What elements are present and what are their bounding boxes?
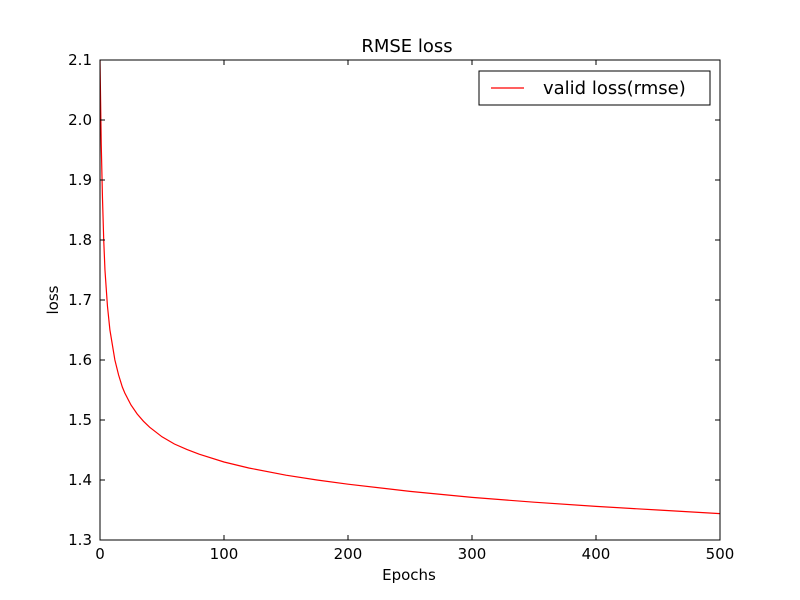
y-tick-label: 1.3	[68, 531, 92, 549]
x-tick-label: 300	[458, 545, 487, 563]
y-tick-label: 1.7	[68, 291, 92, 309]
x-tick-label: 400	[582, 545, 611, 563]
axes-frame	[99, 59, 721, 541]
y-tick-label: 2.1	[68, 51, 92, 69]
y-tick-label: 1.8	[68, 231, 92, 249]
legend: valid loss(rmse)	[478, 70, 711, 106]
y-axis-label: loss	[44, 285, 62, 314]
x-tick-label: 100	[210, 545, 239, 563]
x-tick-label: 500	[706, 545, 735, 563]
series-line-0	[100, 60, 720, 515]
x-axis-label: Epochs	[382, 566, 436, 584]
legend-label: valid loss(rmse)	[543, 78, 686, 99]
axes: 0 100 200 300 400 500 1.3 1.4 1.5 1.6 1.7 1.8 1.9 2.0…	[68, 51, 734, 563]
y-tick-label: 2.0	[68, 111, 92, 129]
y-tick-label: 1.4	[68, 471, 92, 489]
y-tick-label: 1.9	[68, 171, 92, 189]
x-tick-label: 0	[95, 545, 105, 563]
x-tick-label: 200	[334, 545, 363, 563]
y-tick-label: 1.6	[68, 351, 92, 369]
chart-title: RMSE loss	[361, 36, 452, 57]
y-tick-label: 1.5	[68, 411, 92, 429]
plot-area	[100, 60, 720, 515]
